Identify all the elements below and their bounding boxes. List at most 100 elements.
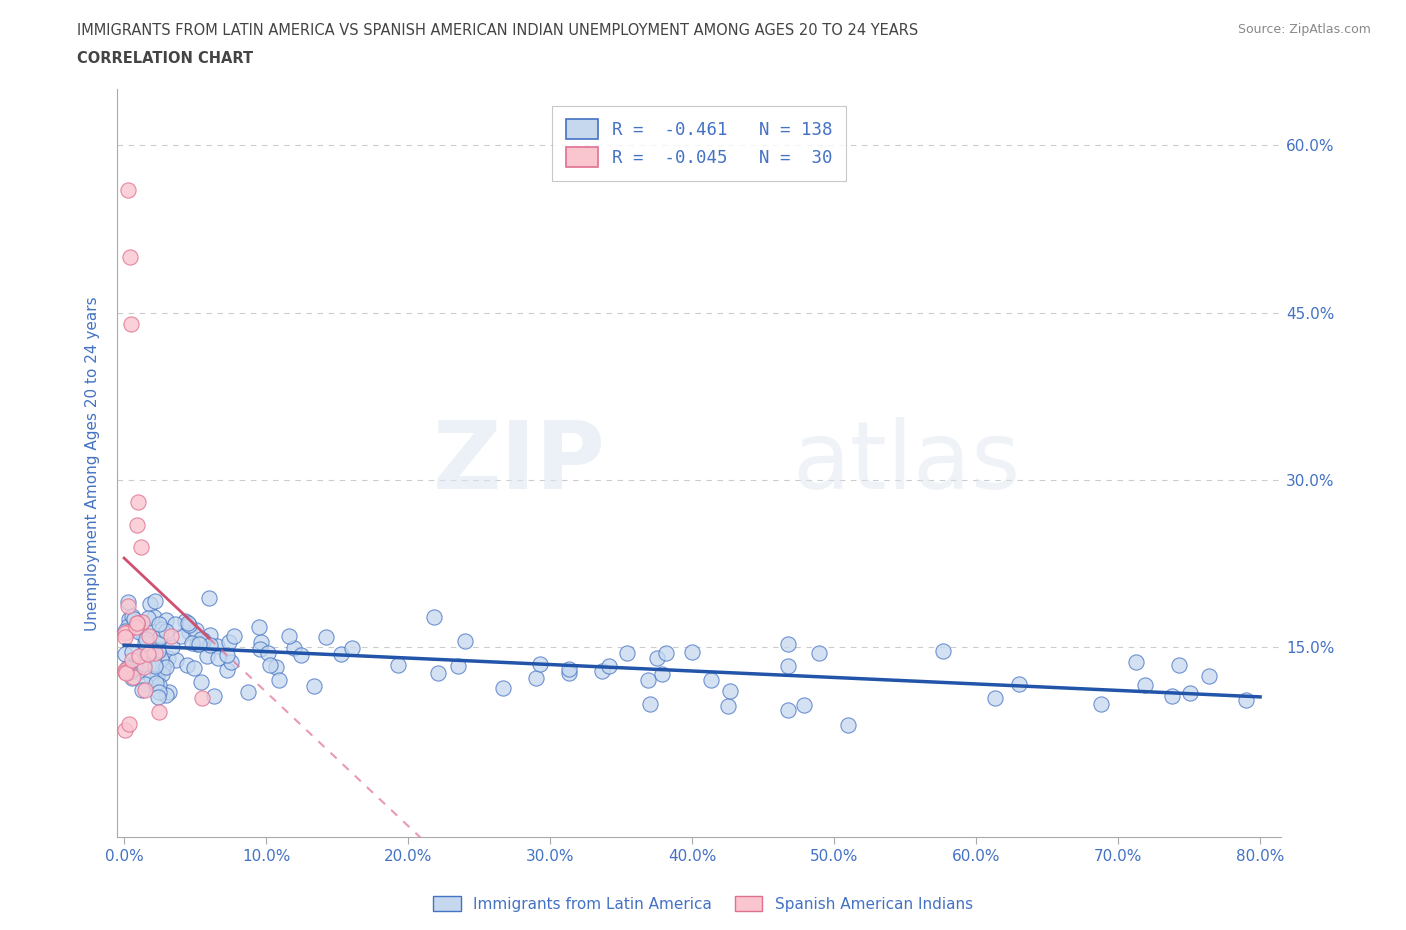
Point (558, 661, 581, 676)
Point (134, 642, 156, 657)
Point (340, 641, 363, 656)
Point (1178, 685, 1201, 700)
Point (1133, 677, 1156, 692)
Point (120, 316, 142, 331)
Point (131, 683, 153, 698)
Point (1125, 655, 1147, 670)
Point (259, 658, 281, 672)
Point (195, 648, 218, 663)
Point (136, 646, 159, 661)
Point (447, 658, 470, 673)
Point (117, 612, 139, 627)
Point (114, 623, 136, 638)
Point (134, 636, 156, 651)
Point (138, 621, 160, 636)
Point (131, 648, 153, 663)
Point (277, 629, 299, 644)
Point (143, 658, 166, 673)
Point (204, 689, 226, 704)
Point (718, 684, 741, 698)
Point (638, 697, 661, 711)
Point (155, 612, 177, 627)
Point (264, 659, 287, 674)
Point (136, 611, 159, 626)
Point (114, 646, 136, 661)
Point (149, 630, 172, 644)
Point (143, 609, 166, 624)
Point (529, 656, 551, 671)
Point (162, 640, 184, 655)
Point (315, 630, 337, 644)
Text: atlas: atlas (793, 418, 1021, 510)
Point (778, 637, 800, 652)
Point (155, 659, 177, 674)
Point (118, 664, 141, 679)
Point (143, 646, 166, 661)
Point (598, 658, 620, 673)
Point (236, 684, 259, 699)
Point (524, 671, 547, 685)
Point (1167, 658, 1189, 672)
Point (180, 636, 202, 651)
Point (124, 612, 146, 627)
Text: CORRELATION CHART: CORRELATION CHART (77, 51, 253, 66)
Point (127, 615, 149, 630)
Point (191, 632, 214, 647)
Point (152, 660, 174, 675)
Point (183, 661, 205, 676)
Point (131, 614, 153, 629)
Point (128, 625, 150, 640)
Point (218, 635, 240, 650)
Point (217, 662, 239, 677)
Point (146, 670, 169, 684)
Point (717, 698, 740, 713)
Point (149, 627, 172, 642)
Point (114, 630, 136, 644)
Point (304, 679, 326, 694)
Point (128, 665, 150, 680)
Point (198, 638, 221, 653)
Point (117, 599, 139, 614)
Legend: R =  -0.461   N = 138, R =  -0.045   N =  30: R = -0.461 N = 138, R = -0.045 N = 30 (553, 106, 846, 181)
Point (558, 666, 581, 681)
Point (1161, 688, 1184, 703)
Point (224, 628, 246, 643)
Point (267, 672, 290, 687)
Point (127, 616, 149, 631)
Point (139, 670, 162, 684)
Point (148, 677, 170, 692)
Text: ZIP: ZIP (433, 418, 606, 510)
Point (149, 652, 172, 667)
Point (115, 661, 138, 676)
Point (114, 625, 136, 640)
Point (139, 645, 162, 660)
Point (141, 641, 163, 656)
Point (139, 597, 162, 612)
Point (156, 650, 179, 665)
Point (150, 621, 173, 636)
Point (124, 661, 146, 676)
Point (132, 627, 155, 642)
Point (121, 608, 143, 623)
Point (198, 628, 221, 643)
Point (125, 517, 148, 532)
Point (932, 644, 955, 658)
Point (148, 617, 170, 631)
Point (682, 644, 704, 659)
Point (117, 618, 139, 633)
Point (491, 681, 513, 696)
Point (205, 639, 228, 654)
Point (186, 622, 208, 637)
Point (138, 629, 160, 644)
Point (132, 659, 155, 674)
Point (654, 645, 676, 660)
Point (188, 637, 211, 652)
Point (145, 676, 167, 691)
Point (191, 690, 214, 705)
Point (793, 698, 815, 712)
Point (143, 593, 166, 608)
Point (155, 624, 177, 639)
Point (197, 591, 219, 605)
Point (148, 705, 170, 720)
Point (290, 648, 312, 663)
